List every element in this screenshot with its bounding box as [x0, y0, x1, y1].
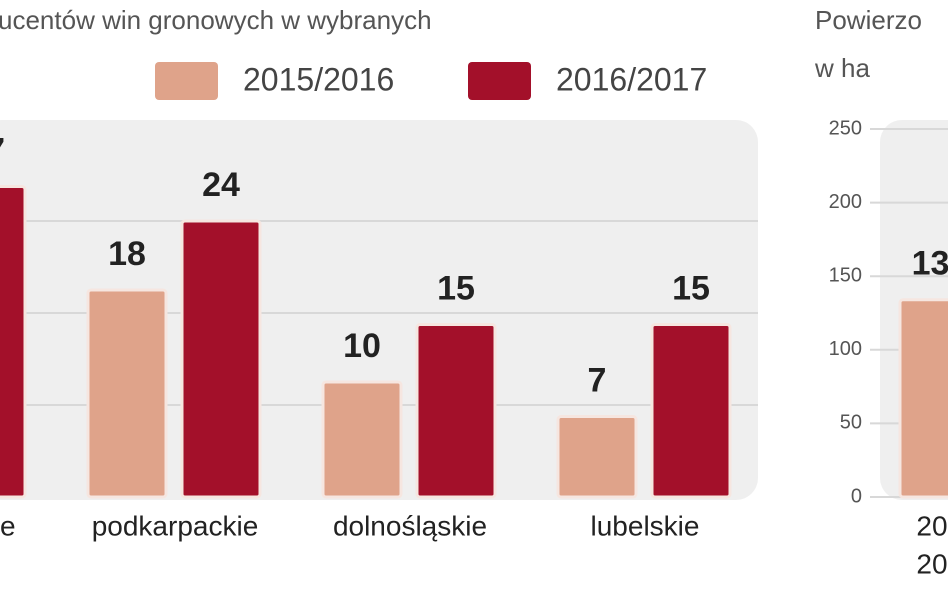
legend-swatch — [155, 62, 218, 100]
value-label: 18 — [108, 235, 146, 273]
bar — [415, 323, 497, 499]
bar — [556, 415, 638, 499]
value-label: 15 — [437, 269, 475, 307]
chart-subtitle: w ha — [814, 53, 870, 83]
x-tick-label: lubelskie — [591, 510, 700, 541]
bar — [898, 298, 948, 499]
y-tick-label: 250 — [829, 117, 862, 139]
bar — [321, 380, 403, 499]
y-tick-label: 100 — [829, 338, 862, 360]
x-tick-label: 20 — [916, 548, 947, 579]
y-tick-label: 0 — [851, 485, 862, 507]
bar — [86, 288, 168, 499]
x-tick-label: 20 — [916, 510, 947, 541]
value-label: 15 — [672, 269, 710, 307]
legend-label: 2015/2016 — [243, 61, 394, 97]
chart-title: ucentów win gronowych w wybranych — [0, 5, 432, 35]
value-label: 7 — [588, 361, 607, 399]
x-tick-label: e — [0, 510, 16, 541]
value-label: 27 — [0, 131, 5, 169]
y-tick-label: 50 — [840, 412, 862, 434]
legend-swatch — [468, 62, 531, 100]
bar — [650, 323, 732, 499]
value-label: 24 — [202, 166, 240, 204]
legend-label: 2016/2017 — [556, 61, 707, 97]
x-tick-label: dolnośląskie — [333, 510, 487, 541]
bar — [180, 219, 262, 499]
value-label: 134 — [912, 245, 948, 283]
chart-title: Powierzo — [815, 5, 922, 35]
y-tick-label: 200 — [829, 191, 862, 213]
x-tick-label: podkarpackie — [92, 510, 259, 541]
y-tick-label: 150 — [829, 264, 862, 286]
value-label: 10 — [343, 327, 381, 365]
bar — [0, 185, 27, 499]
